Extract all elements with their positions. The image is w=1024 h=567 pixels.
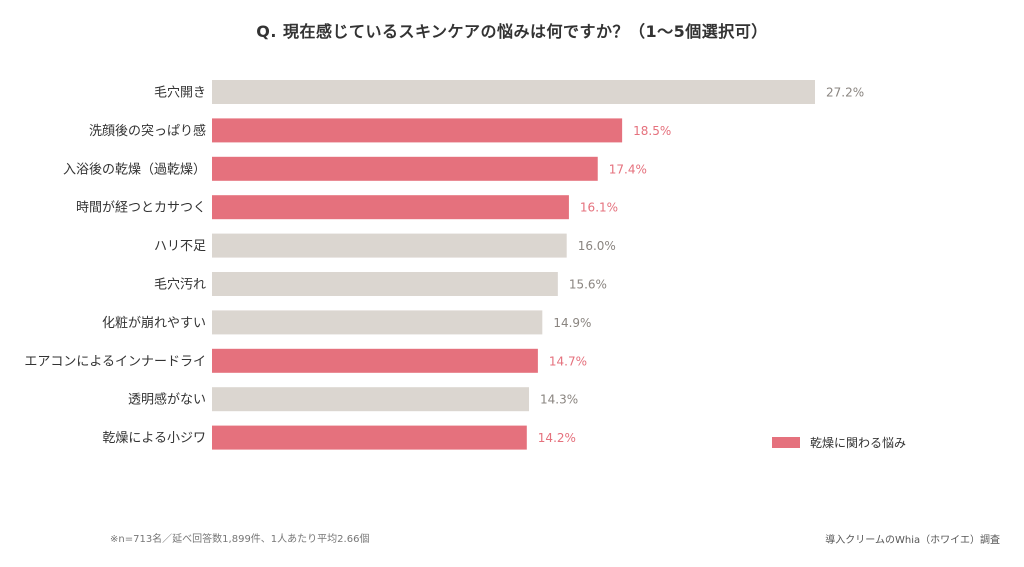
value-label: 14.2% bbox=[538, 431, 576, 445]
value-label: 18.5% bbox=[633, 124, 671, 138]
bar bbox=[212, 387, 530, 412]
value-label: 14.7% bbox=[549, 354, 587, 368]
legend: 乾燥に関わる悩み bbox=[772, 434, 906, 451]
bar bbox=[212, 272, 558, 296]
value-label: 17.4% bbox=[609, 162, 647, 176]
category-label: 洗顔後の突っぱり感 bbox=[89, 123, 206, 139]
category-label: ハリ不足 bbox=[154, 239, 206, 254]
value-label: 16.0% bbox=[578, 239, 616, 253]
value-label: 14.3% bbox=[540, 393, 578, 407]
legend-swatch bbox=[772, 437, 800, 448]
value-label: 16.1% bbox=[580, 201, 618, 215]
bar bbox=[212, 310, 543, 335]
value-label: 14.9% bbox=[553, 316, 591, 330]
legend-label: 乾燥に関わる悩み bbox=[810, 436, 907, 450]
bar bbox=[212, 195, 569, 220]
source-note: 導入クリームのWhia（ホワイエ）調査 bbox=[825, 535, 1000, 546]
category-label: 毛穴開き bbox=[154, 86, 206, 101]
bar bbox=[212, 80, 815, 104]
category-label: 透明感がない bbox=[128, 392, 206, 408]
category-label: 化粧が崩れやすい bbox=[102, 316, 206, 331]
bar bbox=[212, 348, 538, 373]
category-label: エアコンによるインナードライ bbox=[24, 354, 206, 369]
category-label: 毛穴汚れ bbox=[154, 278, 206, 293]
footnote: ※n=713名／延べ回答数1,899件、1人あたり平均2.66個 bbox=[110, 534, 370, 545]
category-label: 乾燥による小ジワ bbox=[102, 431, 206, 446]
category-label: 時間が経つとカサつく bbox=[76, 201, 206, 216]
bar bbox=[212, 118, 623, 143]
chart-title: Q. 現在感じているスキンケアの悩みは何ですか？（1〜5個選択可） bbox=[256, 22, 768, 41]
bar bbox=[212, 156, 598, 181]
value-label: 27.2% bbox=[826, 86, 864, 100]
value-label: 15.6% bbox=[569, 278, 607, 292]
bar bbox=[212, 233, 567, 258]
category-label: 入浴後の乾燥（過乾燥） bbox=[63, 162, 206, 177]
bar bbox=[212, 425, 527, 450]
